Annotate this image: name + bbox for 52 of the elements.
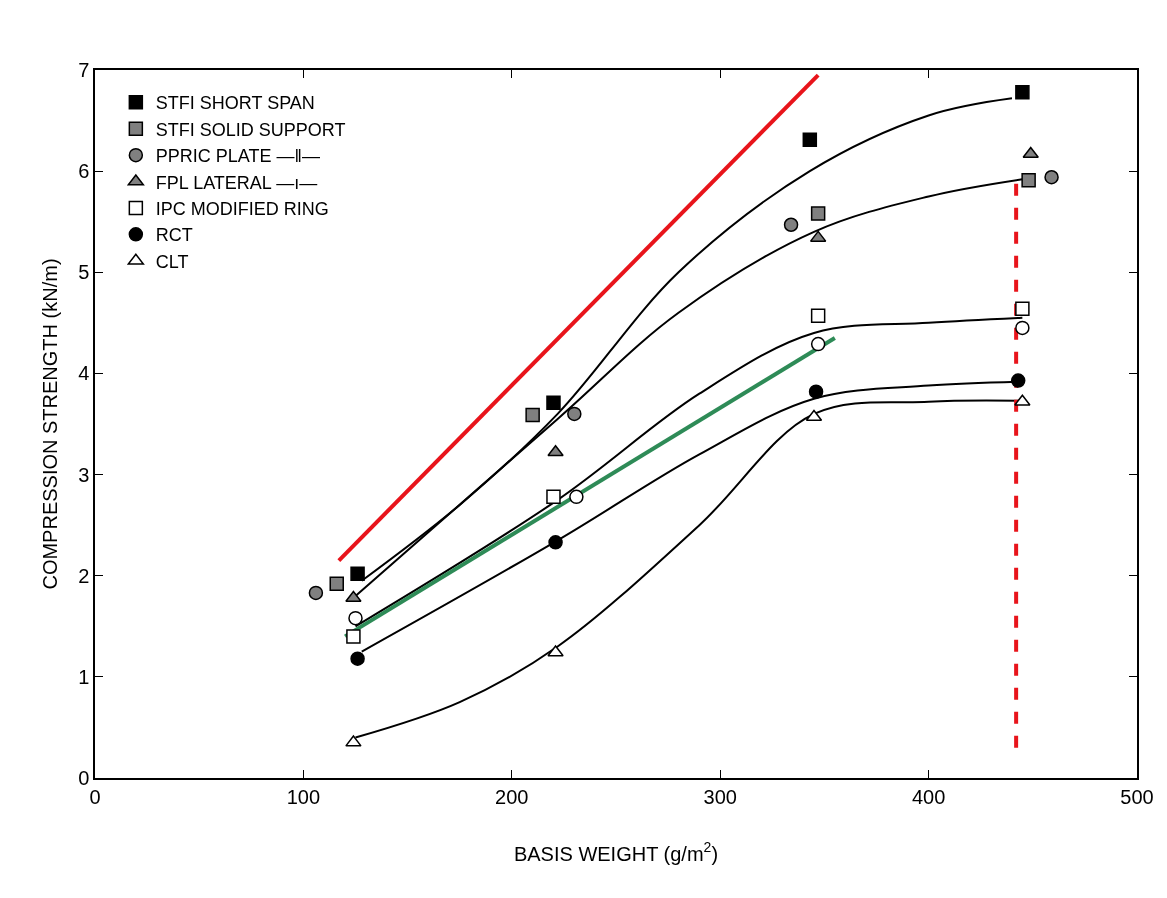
x-tick-label: 300	[703, 785, 737, 808]
point	[350, 566, 365, 581]
legend-label: FPL LATERAL —ı—	[155, 172, 318, 193]
y-axis-title: COMPRESSION STRENGTH (kN/m)	[39, 258, 62, 590]
point	[546, 395, 561, 411]
point	[350, 651, 365, 666]
y-tick-label: 5	[78, 261, 90, 284]
point	[1015, 301, 1030, 316]
point	[548, 535, 563, 550]
y-tick-label: 1	[78, 665, 90, 688]
point	[1044, 169, 1059, 185]
y-tick-label: 3	[78, 463, 90, 486]
point	[808, 384, 824, 399]
x-tick-label: 200	[495, 785, 529, 808]
legend-label: STFI SHORT SPAN	[155, 93, 315, 114]
point	[547, 645, 564, 657]
point	[546, 489, 561, 505]
point	[1015, 320, 1030, 336]
x-axis-title: BASIS WEIGHT (g/m$^{2}$)	[513, 839, 719, 865]
y-tick-label: 0	[78, 767, 90, 789]
y-tick-label: 6	[78, 160, 90, 183]
point	[802, 132, 818, 148]
point	[329, 576, 344, 592]
x-tick-label: 400	[911, 785, 946, 808]
point	[525, 407, 540, 423]
legend-label: IPC MODIFIED RING	[155, 198, 329, 219]
point	[308, 585, 324, 601]
point	[1015, 85, 1030, 100]
x-tick-label: 100	[286, 785, 321, 808]
point	[783, 217, 799, 232]
point	[345, 735, 362, 747]
point	[1010, 373, 1026, 388]
point	[1014, 394, 1031, 406]
legend-label: RCT	[155, 225, 193, 246]
point	[1022, 146, 1039, 158]
point	[1021, 173, 1036, 188]
point	[810, 308, 826, 324]
point	[346, 629, 361, 644]
y-tick-label: 4	[78, 362, 90, 385]
y-tick-label: 7	[78, 59, 90, 81]
point	[348, 610, 363, 626]
point	[810, 336, 826, 352]
y-tick-label: 2	[78, 564, 90, 587]
point	[345, 590, 362, 602]
point	[567, 406, 582, 422]
legend-label: PPRIC PLATE —‖—	[155, 146, 320, 167]
point	[547, 445, 564, 457]
x-tick-label: 500	[1120, 785, 1154, 808]
legend-label: CLT	[155, 251, 189, 272]
legend-label: STFI SOLID SUPPORT	[155, 119, 346, 140]
point	[569, 489, 584, 505]
point	[810, 206, 826, 221]
